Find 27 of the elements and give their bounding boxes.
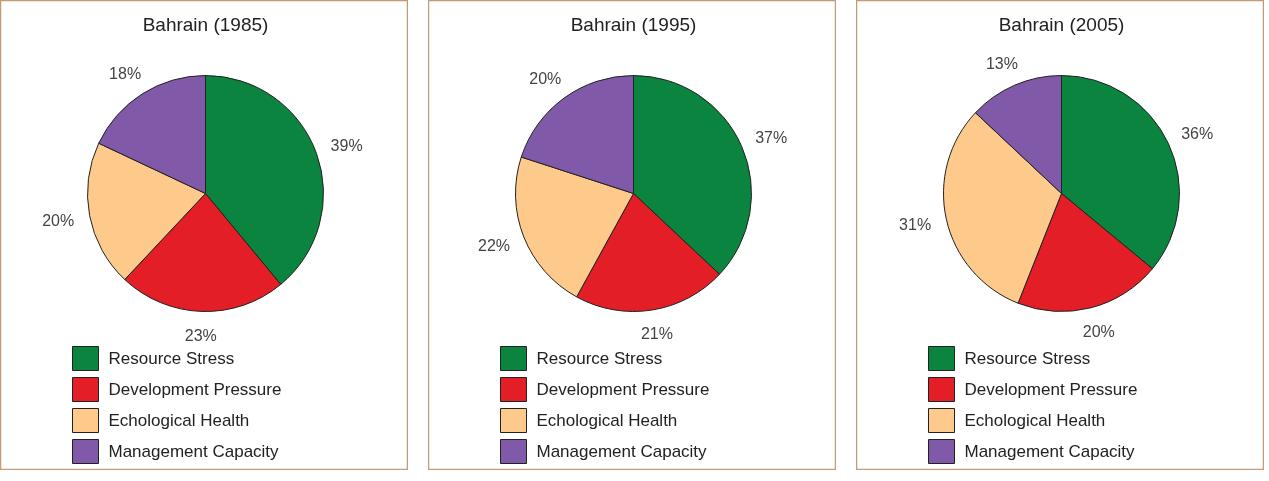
data-label: 20%: [529, 70, 562, 88]
data-label: 36%: [1181, 124, 1214, 142]
legend-label: Echological Health: [108, 411, 250, 430]
legend-label: Management Capacity: [536, 442, 708, 461]
chart-title: Bahrain (1995): [570, 14, 697, 35]
data-label: 18%: [109, 65, 142, 83]
legend-label: Management Capacity: [964, 442, 1136, 461]
legend-label: Management Capacity: [108, 442, 280, 461]
chart-title: Bahrain (2005): [998, 14, 1125, 35]
data-label: 20%: [42, 211, 75, 229]
legend-label: Resource Stress: [964, 349, 1091, 368]
chart-title: Bahrain (1985): [142, 14, 269, 35]
data-label: 37%: [755, 128, 788, 146]
legend-label: Development Pressure: [108, 380, 282, 399]
data-label: 20%: [1082, 322, 1115, 340]
legend-label: Echological Health: [536, 411, 678, 430]
legend-label: Development Pressure: [536, 380, 710, 399]
data-label: 21%: [640, 325, 673, 343]
data-label: 23%: [184, 326, 217, 344]
data-label: 13%: [985, 54, 1018, 72]
legend-label: Echological Health: [964, 411, 1106, 430]
data-label: 31%: [899, 215, 932, 233]
legend-label: Development Pressure: [964, 380, 1138, 399]
legend-label: Resource Stress: [536, 349, 663, 368]
legend-label: Resource Stress: [108, 349, 235, 368]
data-label: 39%: [330, 136, 363, 154]
data-label: 22%: [478, 237, 511, 255]
